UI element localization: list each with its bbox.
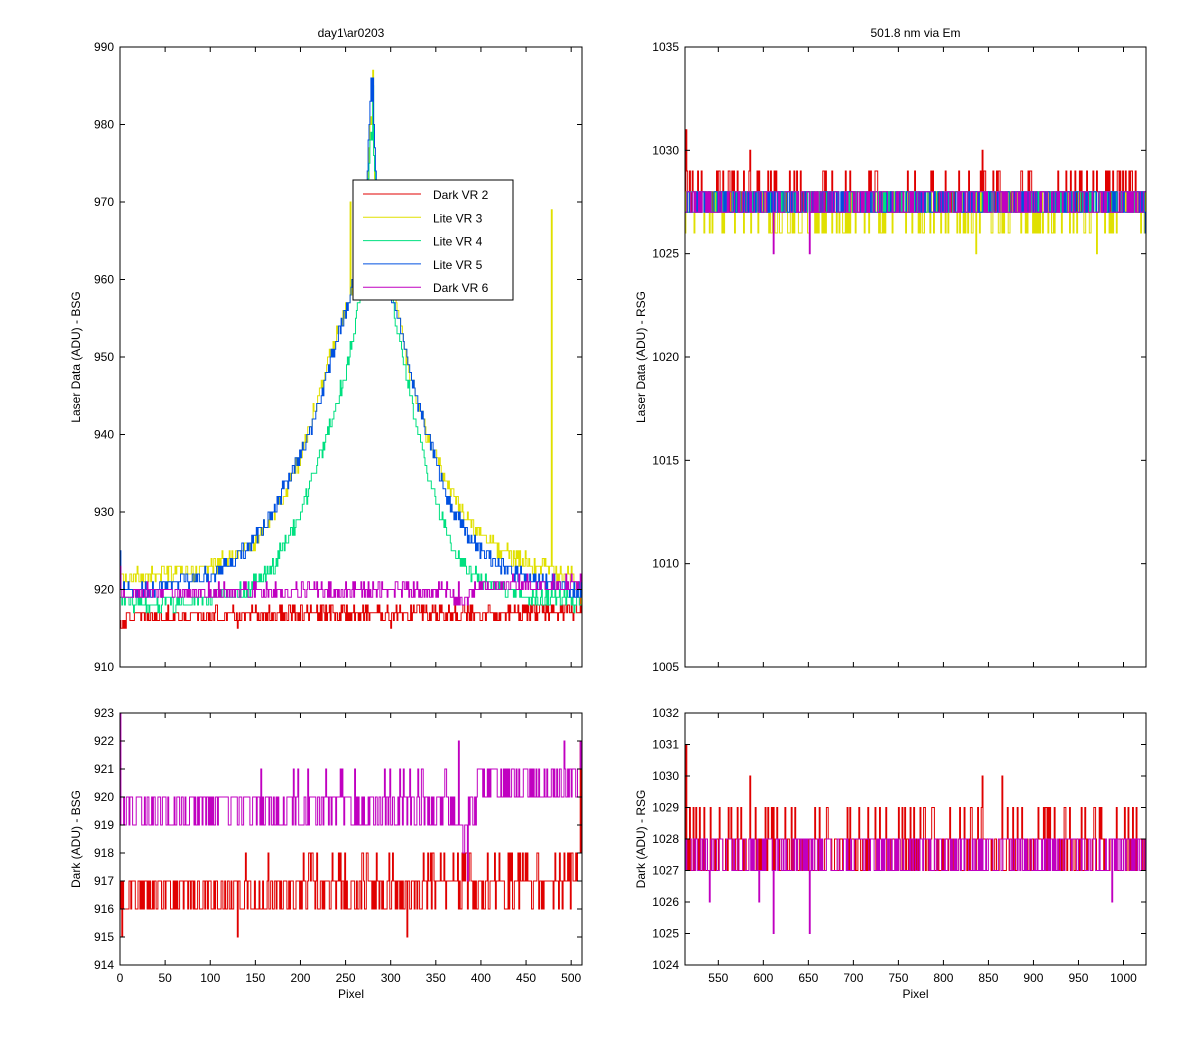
x-tick-label: 50 <box>158 971 172 985</box>
x-tick-label: 450 <box>516 971 536 985</box>
y-tick-label: 1035 <box>652 40 679 54</box>
y-tick-label: 1030 <box>652 143 679 157</box>
series-line-dark-vr-6 <box>685 838 1146 934</box>
series-line-lite-vr-5 <box>120 77 582 598</box>
bsg-laser-panel: 910 920 930 940 950 960 970 980 990 day1\ar0203 La… <box>69 26 583 674</box>
y-tick-label: 1010 <box>652 557 679 571</box>
rsg-dark-traces <box>685 744 1146 934</box>
y-tick-label: 940 <box>94 428 114 442</box>
x-tick-label: 500 <box>561 971 581 985</box>
bsg-dark-panel: 914 915 916 917 918 919 920 921 922 923 0 50 100 150 2… <box>69 706 583 1001</box>
x-tick-label: 750 <box>888 971 908 985</box>
y-tick-label: 1032 <box>652 706 679 720</box>
x-tick-label: 250 <box>336 971 356 985</box>
y-tick-label: 922 <box>94 734 114 748</box>
y-axis-label: Dark (ADU) - RSG <box>634 790 648 889</box>
rsg-laser-axes-box <box>684 46 1147 668</box>
y-tick-label: 1005 <box>652 660 679 674</box>
y-tick-label: 920 <box>94 583 114 597</box>
x-tick-label: 400 <box>471 971 491 985</box>
x-tick-label: 600 <box>753 971 773 985</box>
legend-entry-dark-vr-6: Dark VR 6 <box>433 281 489 295</box>
x-tick-label: 700 <box>843 971 863 985</box>
legend-box <box>352 179 514 301</box>
x-tick-label: 0 <box>117 971 124 985</box>
y-tick-label: 970 <box>94 195 114 209</box>
y-tick-label: 910 <box>94 660 114 674</box>
legend-entry-lite-vr-3: Lite VR 3 <box>433 211 483 225</box>
x-tick-label: 950 <box>1068 971 1088 985</box>
x-tick-label: 100 <box>200 971 220 985</box>
legend-entry-dark-vr-2: Dark VR 2 <box>433 188 489 202</box>
bsg-laser-traces <box>120 69 582 629</box>
y-axis-label: Dark (ADU) - BSG <box>69 790 83 888</box>
series-line-dark-vr-2 <box>120 740 582 938</box>
y-tick-label: 919 <box>94 818 114 832</box>
x-tick-label: 650 <box>798 971 818 985</box>
y-tick-label: 915 <box>94 930 114 944</box>
y-tick-label: 1025 <box>652 927 679 941</box>
series-line-dark-vr-2 <box>120 596 582 629</box>
series-line-dark-vr-6 <box>120 713 582 882</box>
rsg-dark-panel: 1024 1025 1026 1027 1028 1029 1030 1031 1032 550 6… <box>634 706 1147 1001</box>
y-tick-label: 918 <box>94 846 114 860</box>
x-axis-label: Pixel <box>902 987 928 1001</box>
y-tick-label: 1026 <box>652 895 679 909</box>
y-tick-label: 1029 <box>652 801 679 815</box>
y-tick-label: 1025 <box>652 247 679 261</box>
y-tick-label: 921 <box>94 762 114 776</box>
x-tick-label: 550 <box>708 971 728 985</box>
chart-title: 501.8 nm via Em <box>870 26 960 40</box>
y-axis-label: Laser Data (ADU) - RSG <box>634 291 648 423</box>
x-tick-label: 300 <box>381 971 401 985</box>
y-tick-label: 1027 <box>652 864 679 878</box>
y-tick-label: 920 <box>94 790 114 804</box>
rsg-laser-panel: 1005 1010 1015 1020 1025 1030 1035 501.8 nm via… <box>634 26 1147 674</box>
legend: Dark VR 2 Lite VR 3 Lite VR 4 Lite VR 5 Dark… <box>352 179 514 301</box>
bsg-dark-traces <box>120 713 582 938</box>
x-axis-label: Pixel <box>338 987 364 1001</box>
y-tick-label: 917 <box>94 874 114 888</box>
y-axis-label: Laser Data (ADU) - BSG <box>69 291 83 422</box>
y-tick-label: 914 <box>94 958 114 972</box>
x-tick-label: 850 <box>978 971 998 985</box>
y-tick-label: 916 <box>94 902 114 916</box>
y-tick-label: 1031 <box>652 738 679 752</box>
rsg-laser-traces <box>685 129 1146 255</box>
x-tick-label: 150 <box>245 971 265 985</box>
y-tick-label: 1028 <box>652 832 679 846</box>
series-line-lite-vr-3 <box>120 69 582 606</box>
x-tick-label: 350 <box>426 971 446 985</box>
y-tick-label: 990 <box>94 40 114 54</box>
legend-entry-lite-vr-4: Lite VR 4 <box>433 235 483 249</box>
legend-entry-lite-vr-5: Lite VR 5 <box>433 258 483 272</box>
x-tick-label: 800 <box>933 971 953 985</box>
chart-title: day1\ar0203 <box>318 26 385 40</box>
y-tick-label: 980 <box>94 118 114 132</box>
y-tick-label: 1030 <box>652 769 679 783</box>
y-tick-label: 930 <box>94 505 114 519</box>
series-line-lite-vr-4 <box>120 85 582 614</box>
y-tick-label: 960 <box>94 273 114 287</box>
series-line-dark-vr-6 <box>120 565 582 606</box>
y-tick-label: 1015 <box>652 453 679 467</box>
series-line-dark-vr-6 <box>685 191 1146 255</box>
y-tick-label: 1020 <box>652 350 679 364</box>
y-tick-label: 923 <box>94 706 114 720</box>
y-tick-label: 1024 <box>652 958 679 972</box>
x-tick-label: 1000 <box>1110 971 1137 985</box>
bsg-dark-axes-box <box>119 712 583 966</box>
y-tick-label: 950 <box>94 350 114 364</box>
x-tick-label: 900 <box>1023 971 1043 985</box>
x-tick-label: 200 <box>290 971 310 985</box>
